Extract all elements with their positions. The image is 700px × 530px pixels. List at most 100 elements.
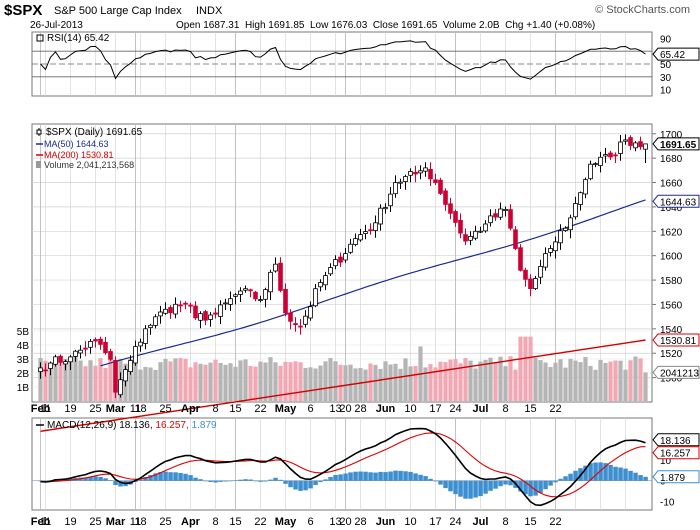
volume-bar — [448, 359, 453, 401]
volume-bar — [93, 365, 98, 401]
candle-body — [173, 303, 178, 315]
date-tick-label: 20 — [339, 516, 351, 528]
macd-histogram-bar — [283, 480, 288, 484]
price-tick-label: 1500 — [660, 374, 683, 385]
volume-bar — [558, 359, 563, 401]
volume-bar — [533, 357, 538, 401]
volume-value-tag-text: 2041213 — [660, 368, 699, 379]
ma200-value-tag-box — [652, 333, 700, 347]
volume-bar — [358, 368, 363, 401]
macd-histogram-bar — [273, 477, 278, 481]
volume-bar — [288, 362, 293, 401]
candle-body — [83, 347, 88, 350]
candle-body — [508, 209, 513, 229]
macd-histogram-bar — [248, 479, 253, 481]
date-tick-label: 8 — [212, 403, 218, 415]
candle-body — [58, 355, 63, 363]
candle-body — [353, 238, 358, 246]
candle-body — [343, 253, 348, 261]
candle-body — [473, 230, 478, 239]
candle-body — [128, 360, 133, 373]
candle-body — [433, 179, 438, 183]
macd-histogram-bar — [603, 463, 608, 481]
candle-body — [628, 137, 633, 146]
volume-bar — [388, 364, 393, 401]
macd-histogram-bar — [638, 475, 643, 481]
rsi-tick-label: 90 — [660, 34, 672, 45]
macd-histogram-bar — [313, 480, 318, 485]
chart-date: 26-Jul-2013 — [30, 20, 83, 31]
date-tick-label: 11 — [130, 403, 141, 415]
candle-body — [593, 163, 598, 166]
candle-body — [253, 291, 258, 300]
candle-body — [198, 313, 203, 321]
date-tick-label: 28 — [354, 516, 366, 528]
macd-histogram-bar — [533, 480, 538, 496]
candle-body — [158, 311, 163, 317]
close-value-tag-box — [652, 137, 700, 151]
volume-bar — [488, 357, 493, 401]
volume-bar — [343, 365, 348, 401]
price-tick-label: 1620 — [660, 227, 683, 238]
volume-bar — [168, 361, 173, 401]
date-tick-label: 24 — [449, 516, 461, 528]
date-tick-label: 11 — [40, 403, 51, 415]
macd-histogram-bar — [498, 480, 503, 487]
close-value-tag: 1691.65 — [652, 137, 700, 151]
price-tick-label: 1540 — [660, 325, 683, 336]
volume-bar — [453, 359, 458, 401]
candle-body — [588, 163, 593, 180]
ma200-value-tag: 1530.81 — [652, 333, 700, 347]
volume-bar — [303, 367, 308, 401]
macd-histogram-bar — [463, 480, 468, 499]
date-tick-label: 10 — [404, 403, 416, 415]
volume-value-tag: 2041213 — [652, 365, 700, 379]
candle-body — [543, 253, 548, 268]
volume-bar — [78, 360, 83, 401]
price-tick-label: 1520 — [660, 349, 683, 360]
volume-bar — [38, 358, 43, 401]
candle-body — [423, 167, 428, 172]
date-tick-label: 17 — [429, 516, 441, 528]
candle-body — [363, 231, 368, 234]
date-tick-label: 15 — [229, 403, 241, 415]
macd-label: MACD(12,26,9) 18.136, 16.257, 1.879 — [47, 420, 217, 431]
volume-bar — [198, 363, 203, 401]
macd-histogram-bar — [373, 472, 378, 481]
candle-body — [603, 154, 608, 157]
candle-body — [488, 215, 493, 224]
candle-body — [273, 263, 278, 272]
price-legend-candle-icon — [36, 128, 42, 136]
date-tick-label: 24 — [449, 403, 461, 415]
candle-body — [428, 168, 433, 180]
date-tick-label: 15 — [524, 516, 536, 528]
macd-histogram-bar — [98, 476, 103, 481]
macd-histogram-bar — [93, 476, 98, 481]
macd-histogram-bar — [633, 472, 638, 481]
macd-histogram-bar — [543, 480, 548, 490]
candle-body — [478, 230, 483, 233]
volume-bar — [173, 358, 178, 401]
candle-body — [528, 278, 533, 290]
macd-histogram-bar — [393, 470, 398, 481]
volume-bar — [493, 362, 498, 401]
candle-body — [178, 304, 183, 307]
rsi-label: RSI(14) 65.42 — [47, 33, 110, 44]
volume-bar — [323, 361, 328, 401]
candle-body — [483, 223, 488, 232]
volume-bar — [353, 368, 358, 401]
date-tick-label: May — [275, 516, 297, 528]
macd-histogram-bar — [138, 479, 143, 481]
candle-body — [338, 256, 343, 263]
volume-bar — [338, 364, 343, 401]
macd-histogram-bar — [453, 480, 458, 495]
macd-histogram-bar — [528, 480, 533, 497]
volume-legend-swatch — [36, 161, 41, 168]
candle-body — [268, 271, 273, 293]
volume-bar — [428, 364, 433, 401]
volume-bar — [443, 362, 448, 401]
macd-histogram-bar — [478, 480, 483, 497]
hist-value-tag-text: 1.879 — [660, 473, 685, 484]
date-tick-label: 18 — [134, 516, 146, 528]
volume-bar — [518, 336, 523, 401]
